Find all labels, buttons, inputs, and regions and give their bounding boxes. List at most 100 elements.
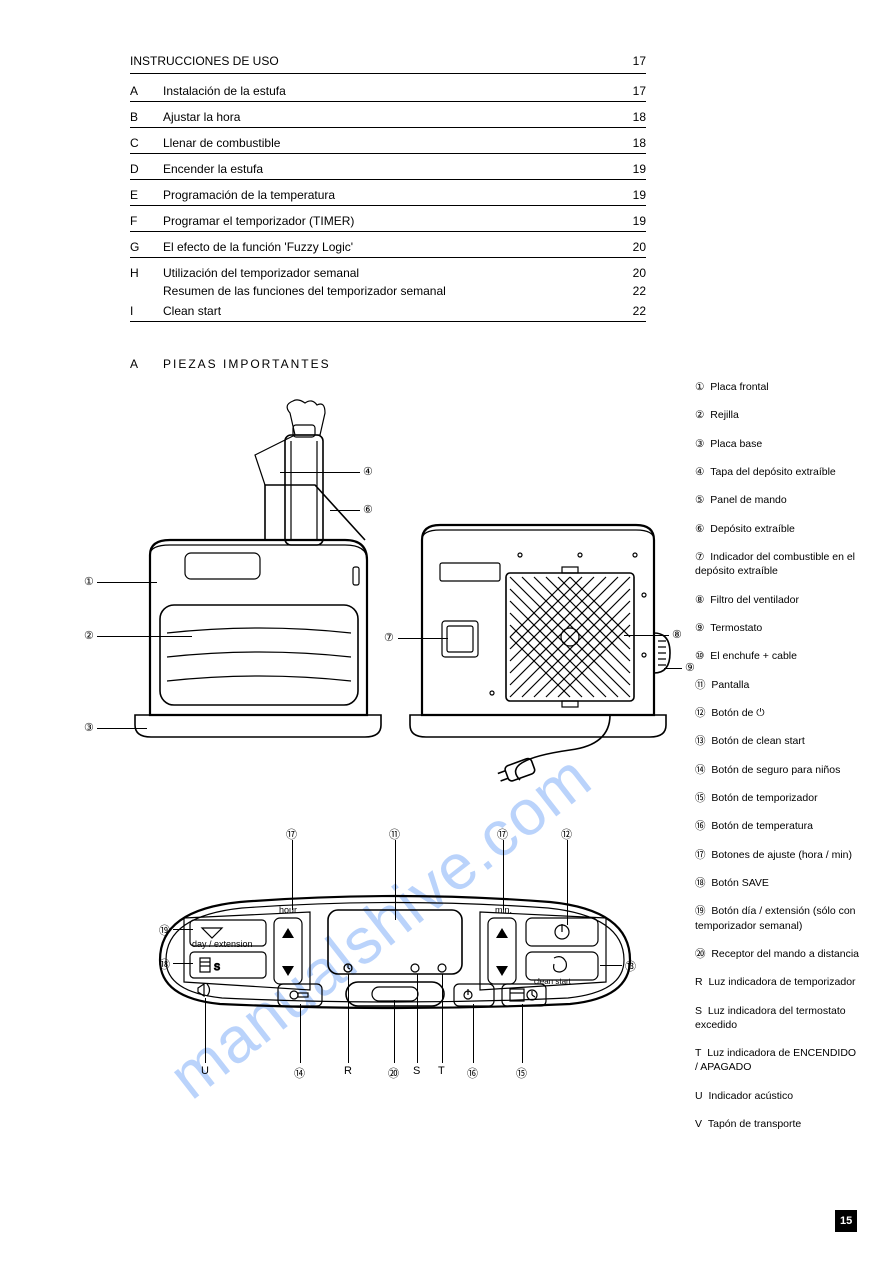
callout-20: ⑳ — [388, 1065, 399, 1081]
callout-15: ⑮ — [516, 1065, 527, 1081]
toc-row-6-label: Programar el temporizador (TIMER) — [163, 214, 354, 228]
legend-item-7: ⑦ Indicador del combustible en el depósi… — [695, 550, 860, 578]
toc-row-5-label: Programación de la temperatura — [163, 188, 335, 202]
legend-item-1: ① Placa frontal — [695, 380, 860, 394]
leader-11 — [395, 840, 396, 920]
leader-1 — [97, 582, 157, 583]
legend-item-S: S Luz indicadora del termostato excedido — [695, 1004, 860, 1032]
leader-2 — [97, 636, 192, 637]
leader-R — [348, 974, 349, 1063]
legend-item-12: ⑫ Botón de ⏻ — [695, 706, 860, 720]
toc-row-9-bullet: I — [130, 304, 133, 318]
callout-1: ① — [84, 575, 94, 588]
legend-item-4: ④ Tapa del depósito extraíble — [695, 465, 860, 479]
toc-row-8-extra-page: 22 — [616, 284, 646, 298]
legend-item-U: U Indicador acústico — [695, 1089, 860, 1103]
legend-item-6: ⑥ Depósito extraíble — [695, 522, 860, 536]
toc-row-0-label: INSTRUCCIONES DE USO — [130, 54, 279, 68]
legend-item-5: ⑤ Panel de mando — [695, 493, 860, 507]
legend-item-19: ⑲ Botón día / extensión (sólo con tempor… — [695, 904, 860, 932]
leader-12 — [567, 840, 568, 925]
toc-rule-7 — [130, 257, 646, 258]
leader-17a — [292, 840, 293, 910]
leader-4 — [280, 472, 360, 473]
callout-R: R — [344, 1065, 352, 1077]
leader-8 — [624, 635, 669, 636]
toc-row-4-label: Encender la estufa — [163, 162, 263, 176]
leader-9 — [664, 668, 682, 669]
toc-row-8-label: Utilización del temporizador semanal — [163, 266, 359, 280]
page-number: 15 — [840, 1215, 852, 1227]
legend-item-11: ⑪ Pantalla — [695, 678, 860, 692]
callout-3: ③ — [84, 721, 94, 734]
callout-17b: ⑰ — [497, 826, 508, 842]
section-a-marker: A — [130, 357, 140, 371]
leader-15 — [522, 1004, 523, 1063]
heater-figure — [115, 395, 675, 795]
toc-row-1-bullet: A — [130, 84, 138, 98]
leader-6 — [330, 510, 360, 511]
toc-row-3-bullet: C — [130, 136, 139, 150]
leader-7 — [398, 638, 448, 639]
toc-rule-3 — [130, 153, 646, 154]
leader-19 — [173, 929, 193, 930]
toc-row-9-label: Clean start — [163, 304, 221, 318]
legend-item-8: ⑧ Filtro del ventilador — [695, 593, 860, 607]
legend-item-15: ⑮ Botón de temporizador — [695, 791, 860, 805]
callout-12: ⑫ — [561, 826, 572, 842]
panel-hour-label: hour — [279, 905, 297, 915]
toc-rule-9 — [130, 321, 646, 322]
leader-16 — [473, 1004, 474, 1063]
svg-text:S: S — [214, 962, 220, 972]
toc-row-1-label: Instalación de la estufa — [163, 84, 286, 98]
legend-item-T: T Luz indicadora de ENCENDIDO / APAGADO — [695, 1046, 860, 1074]
toc-row-2-page: 18 — [616, 110, 646, 124]
callout-14: ⑭ — [294, 1065, 305, 1081]
leader-T — [442, 974, 443, 1063]
callout-9: ⑨ — [685, 661, 695, 674]
legend-item-16: ⑯ Botón de temperatura — [695, 819, 860, 833]
toc-row-8-bullet: H — [130, 266, 139, 280]
callout-18: ⑱ — [159, 956, 170, 972]
legend-item-18: ⑱ Botón SAVE — [695, 876, 860, 890]
toc-rule-4 — [130, 179, 646, 180]
callout-8: ⑧ — [672, 628, 682, 641]
callout-16: ⑯ — [467, 1065, 478, 1081]
legend-column: ① Placa frontal ② Rejilla ③ Placa base ④… — [695, 380, 860, 1131]
callout-S: S — [413, 1065, 420, 1077]
callout-2: ② — [84, 629, 94, 642]
callout-7: ⑦ — [384, 631, 394, 644]
callout-U: U — [201, 1065, 209, 1077]
toc-row-1-page: 17 — [616, 84, 646, 98]
leader-17b — [503, 840, 504, 910]
legend-item-R: R Luz indicadora de temporizador — [695, 975, 860, 989]
toc-row-0-page: 17 — [616, 54, 646, 68]
legend-item-14: ⑭ Botón de seguro para niños — [695, 763, 860, 777]
leader-14 — [300, 1004, 301, 1063]
callout-4: ④ — [363, 465, 373, 478]
callout-17a: ⑰ — [286, 826, 297, 842]
toc-rule-6 — [130, 231, 646, 232]
toc-row-7-bullet: G — [130, 240, 139, 254]
toc-row-2-bullet: B — [130, 110, 138, 124]
leader-3 — [97, 728, 147, 729]
toc-row-4-bullet: D — [130, 162, 139, 176]
toc-rule-1 — [130, 101, 646, 102]
legend-item-13: ⑬ Botón de clean start — [695, 734, 860, 748]
toc-row-3-label: Llenar de combustible — [163, 136, 280, 150]
leader-20 — [394, 1000, 395, 1063]
callout-T: T — [438, 1065, 445, 1077]
toc-row-4-page: 19 — [616, 162, 646, 176]
toc-row-5-bullet: E — [130, 188, 138, 202]
legend-item-17: ⑰ Botones de ajuste (hora / min) — [695, 848, 860, 862]
toc-rule-2 — [130, 127, 646, 128]
toc-row-3-page: 18 — [616, 136, 646, 150]
callout-11: ⑪ — [389, 826, 400, 842]
toc-row-6-page: 19 — [616, 214, 646, 228]
toc-row-6-bullet: F — [130, 214, 137, 228]
legend-item-V: V Tapón de transporte — [695, 1117, 860, 1131]
toc-row-9-page: 22 — [616, 304, 646, 318]
leader-13 — [600, 965, 622, 966]
legend-item-3: ③ Placa base — [695, 437, 860, 451]
toc-row-7-page: 20 — [616, 240, 646, 254]
